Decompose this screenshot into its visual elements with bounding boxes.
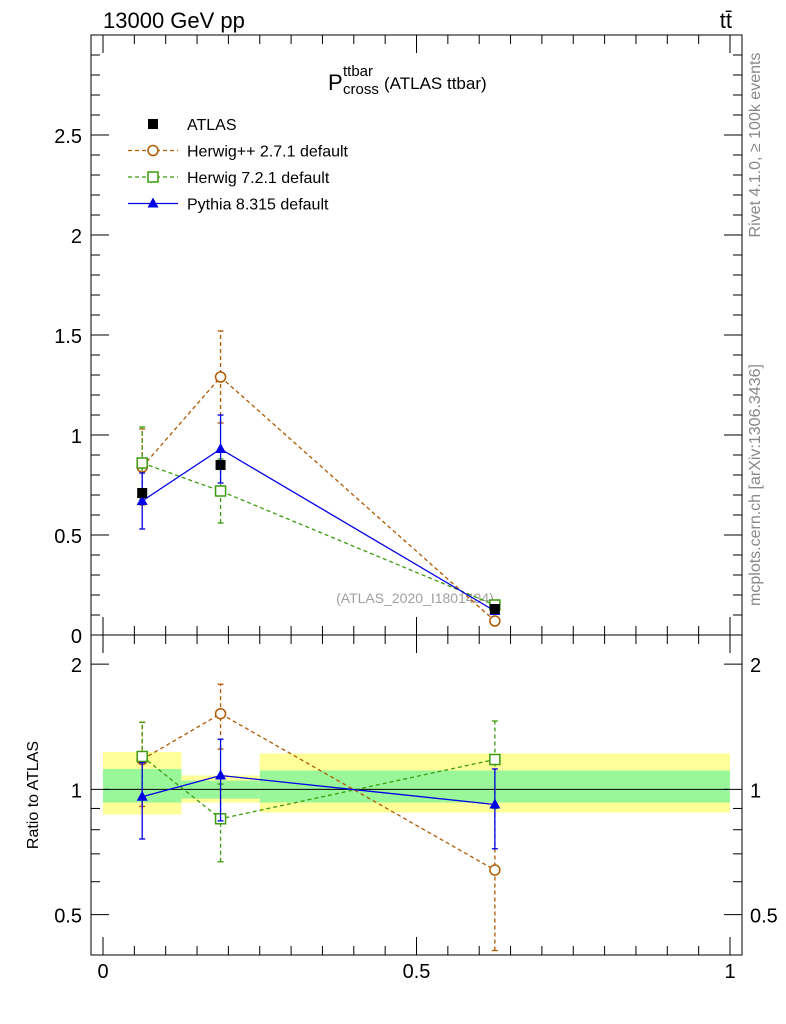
main-ytick-label: 0.5 <box>54 526 82 548</box>
data-point <box>214 371 227 383</box>
legend-label: Pythia 8.315 default <box>187 197 329 214</box>
ratio-point <box>489 798 501 809</box>
analysis-watermark: (ATLAS_2020_I1801434) <box>336 590 494 606</box>
series-0 <box>137 460 500 614</box>
ratio-ytick-label: 2 <box>71 655 82 677</box>
series-ratio-line <box>141 712 496 871</box>
ratio-ytick-label: 1 <box>71 780 82 802</box>
series-line <box>141 376 496 622</box>
data-point <box>214 485 227 497</box>
ratio-ytick-label-right: 0.5 <box>750 906 778 928</box>
ratio-ylabel: Ratio to ATLAS <box>25 741 42 849</box>
main-axis-ticks: 0 0.5 1 1.5 2 2.5 0 0.5 1 <box>54 35 742 983</box>
data-point <box>489 615 501 627</box>
ratio-ytick-label-right: 1 <box>750 780 761 802</box>
legend-label: ATLAS <box>187 117 237 134</box>
main-ytick-label: 0 <box>71 626 82 648</box>
legend-marker <box>147 197 159 208</box>
ratio-point <box>136 750 148 763</box>
data-point <box>136 495 148 505</box>
source-label: mcplots.cern.ch [arXiv:1306.3436] <box>747 364 764 606</box>
xtick-label: 1 <box>724 961 735 983</box>
main-ytick-label: 2 <box>71 226 82 248</box>
data-point <box>215 460 226 470</box>
process-label: tt̄ <box>720 8 732 33</box>
energy-label: 13000 GeV pp <box>103 8 245 33</box>
data-point <box>136 457 148 469</box>
xtick-label: 0.5 <box>403 961 431 983</box>
series-line <box>141 448 496 612</box>
ratio-axis-ticks: 0.5 0.5 1 1 2 2 <box>54 655 778 928</box>
ratio-ytick-label-right: 2 <box>750 655 761 677</box>
series-line <box>141 462 496 606</box>
ratio-uncertainty-bands <box>103 751 730 815</box>
ratio-ytick-label: 0.5 <box>54 906 82 928</box>
series-1 <box>136 330 501 952</box>
plot-title: P <box>328 70 343 95</box>
series-3 <box>136 414 501 850</box>
series-layer <box>136 330 501 952</box>
ratio-point <box>136 790 148 801</box>
plot-title-sub: cross <box>343 81 379 98</box>
xtick-label: 0 <box>97 961 108 983</box>
data-point <box>489 604 500 614</box>
data-point <box>137 488 148 498</box>
ratio-point <box>489 864 501 876</box>
legend-marker <box>148 119 158 129</box>
plot-title-tail: (ATLAS ttbar) <box>384 74 487 93</box>
ratio-point <box>215 769 227 780</box>
data-point <box>215 443 227 453</box>
main-ytick-label: 2.5 <box>54 126 82 148</box>
main-ytick-label: 1.5 <box>54 326 82 348</box>
main-ytick-label: 1 <box>71 426 82 448</box>
rivet-label: Rivet 4.1.0, ≥ 100k events <box>747 53 764 238</box>
legend-marker <box>147 144 159 157</box>
legend: ATLAS Herwig++ 2.7.1 default Herwig 7.2.1 … <box>128 117 349 214</box>
ratio-point <box>214 707 227 720</box>
legend-marker <box>147 171 159 183</box>
ratio-panel-frame <box>90 634 743 956</box>
legend-label: Herwig++ 2.7.1 default <box>187 144 349 161</box>
ratio-point <box>489 753 501 766</box>
plot-title-sup: ttbar <box>343 63 373 80</box>
legend-label: Herwig 7.2.1 default <box>187 170 330 187</box>
plot-title-main: P <box>328 70 343 95</box>
